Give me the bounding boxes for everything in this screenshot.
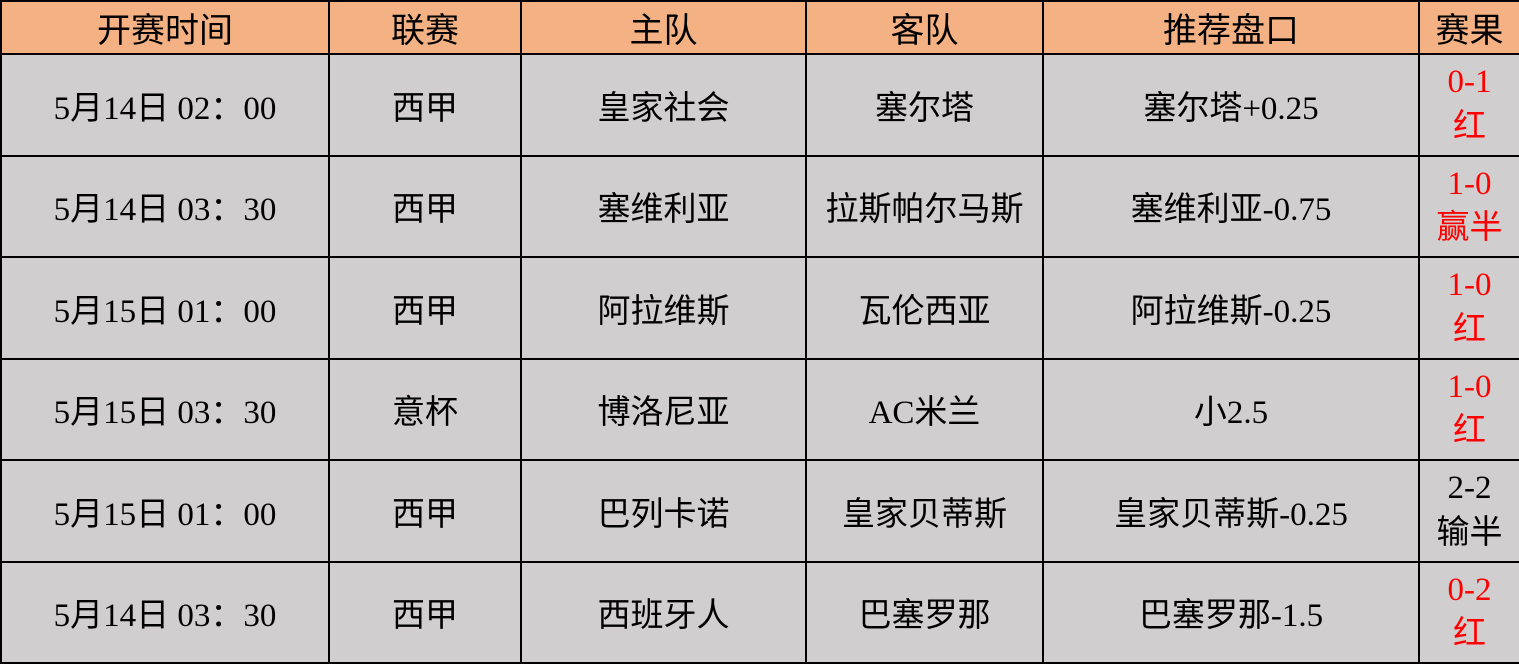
cell-league: 西甲 [328,560,522,664]
cell-home-team: 巴列卡诺 [520,459,807,563]
result-score: 0-2 [1447,571,1492,608]
cell-result: 1-0 红 [1418,357,1519,461]
cell-league: 意杯 [328,357,522,461]
cell-handicap: 塞维利亚-0.75 [1042,154,1420,258]
cell-handicap: 阿拉维斯-0.25 [1042,256,1420,360]
result-outcome: 红 [1453,616,1486,653]
result-score: 2-2 [1447,470,1492,507]
cell-handicap: 小2.5 [1042,357,1420,461]
column-header-handicap: 推荐盘口 [1042,0,1420,55]
cell-result: 0-2 红 [1418,560,1519,664]
column-header-away: 客队 [805,0,1044,55]
cell-handicap: 皇家贝蒂斯-0.25 [1042,459,1420,563]
cell-start-time: 5月15日 03：30 [0,357,330,461]
cell-start-time: 5月14日 03：30 [0,154,330,258]
table-row: 5月14日 03：30 西甲 塞维利亚 拉斯帕尔马斯 塞维利亚-0.75 1-0… [0,154,1519,258]
cell-away-team: 巴塞罗那 [805,560,1044,664]
cell-result: 2-2 输半 [1418,459,1519,563]
cell-start-time: 5月14日 03：30 [0,560,330,664]
cell-handicap: 巴塞罗那-1.5 [1042,560,1420,664]
cell-home-team: 阿拉维斯 [520,256,807,360]
table-row: 5月14日 03：30 西甲 西班牙人 巴塞罗那 巴塞罗那-1.5 0-2 红 [0,560,1519,664]
column-header-home: 主队 [520,0,807,55]
cell-league: 西甲 [328,53,522,157]
cell-result: 1-0 赢半 [1418,154,1519,258]
cell-home-team: 博洛尼亚 [520,357,807,461]
cell-away-team: 皇家贝蒂斯 [805,459,1044,563]
cell-home-team: 塞维利亚 [520,154,807,258]
table-row: 5月15日 01：00 西甲 阿拉维斯 瓦伦西亚 阿拉维斯-0.25 1-0 红 [0,256,1519,360]
cell-home-team: 皇家社会 [520,53,807,157]
cell-start-time: 5月14日 02：00 [0,53,330,157]
cell-away-team: 塞尔塔 [805,53,1044,157]
cell-result: 0-1 红 [1418,53,1519,157]
cell-away-team: 拉斯帕尔马斯 [805,154,1044,258]
cell-start-time: 5月15日 01：00 [0,256,330,360]
cell-league: 西甲 [328,154,522,258]
result-score: 1-0 [1447,267,1492,304]
cell-away-team: AC米兰 [805,357,1044,461]
result-outcome: 赢半 [1436,210,1503,247]
result-score: 1-0 [1447,368,1492,405]
cell-league: 西甲 [328,459,522,563]
result-outcome: 输半 [1436,514,1503,551]
result-outcome: 红 [1453,413,1486,450]
cell-result: 1-0 红 [1418,256,1519,360]
result-score: 1-0 [1447,165,1492,202]
result-outcome: 红 [1453,311,1486,348]
column-header-time: 开赛时间 [0,0,330,55]
table-row: 5月15日 01：00 西甲 巴列卡诺 皇家贝蒂斯 皇家贝蒂斯-0.25 2-2… [0,459,1519,563]
cell-league: 西甲 [328,256,522,360]
column-header-result: 赛果 [1418,0,1519,55]
cell-start-time: 5月15日 01：00 [0,459,330,563]
result-score: 0-1 [1447,64,1492,101]
result-outcome: 红 [1453,108,1486,145]
cell-handicap: 塞尔塔+0.25 [1042,53,1420,157]
table-row: 5月15日 03：30 意杯 博洛尼亚 AC米兰 小2.5 1-0 红 [0,357,1519,461]
table-row: 5月14日 02：00 西甲 皇家社会 塞尔塔 塞尔塔+0.25 0-1 红 [0,53,1519,157]
column-header-league: 联赛 [328,0,522,55]
header-row: 开赛时间 联赛 主队 客队 推荐盘口 赛果 [0,0,1519,55]
cell-away-team: 瓦伦西亚 [805,256,1044,360]
cell-home-team: 西班牙人 [520,560,807,664]
